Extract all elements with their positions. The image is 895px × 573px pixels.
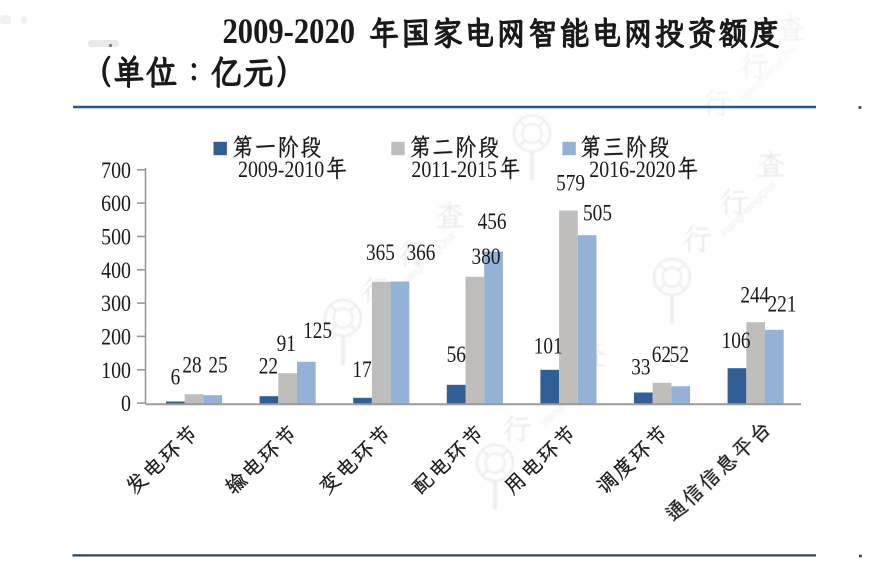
- svg-text:33: 33: [631, 354, 650, 380]
- svg-text:244: 244: [740, 282, 769, 308]
- svg-text:25: 25: [208, 352, 227, 378]
- svg-text:56: 56: [447, 342, 466, 368]
- svg-text:28: 28: [182, 352, 201, 378]
- svg-text:221: 221: [768, 291, 797, 317]
- svg-text:125: 125: [303, 317, 332, 343]
- svg-text:505: 505: [583, 200, 612, 226]
- svg-text:62: 62: [652, 342, 671, 368]
- svg-text:500: 500: [101, 224, 131, 250]
- svg-text:600: 600: [101, 191, 131, 217]
- svg-text:2016-2020: 2016-2020: [589, 156, 675, 182]
- svg-text:579: 579: [556, 170, 585, 196]
- svg-text:106: 106: [722, 328, 751, 354]
- svg-text:700: 700: [101, 157, 131, 183]
- svg-text:2009-2010: 2009-2010: [238, 156, 324, 182]
- svg-text:200: 200: [101, 324, 131, 350]
- svg-text:366: 366: [406, 239, 435, 265]
- svg-text:456: 456: [478, 209, 507, 235]
- svg-text:91: 91: [277, 331, 296, 357]
- svg-text:2009-2020: 2009-2020: [223, 12, 356, 52]
- svg-text:52: 52: [670, 342, 689, 368]
- svg-text:300: 300: [101, 291, 131, 317]
- svg-text:6: 6: [171, 364, 181, 390]
- svg-text:17: 17: [352, 357, 371, 383]
- svg-text:380: 380: [472, 244, 501, 270]
- svg-text:100: 100: [101, 357, 131, 383]
- svg-text:22: 22: [259, 353, 278, 379]
- svg-text:365: 365: [366, 239, 395, 265]
- svg-text:101: 101: [534, 333, 563, 359]
- svg-text:2011-2015: 2011-2015: [411, 156, 497, 182]
- svg-text:0: 0: [121, 391, 131, 417]
- svg-text:400: 400: [101, 257, 131, 283]
